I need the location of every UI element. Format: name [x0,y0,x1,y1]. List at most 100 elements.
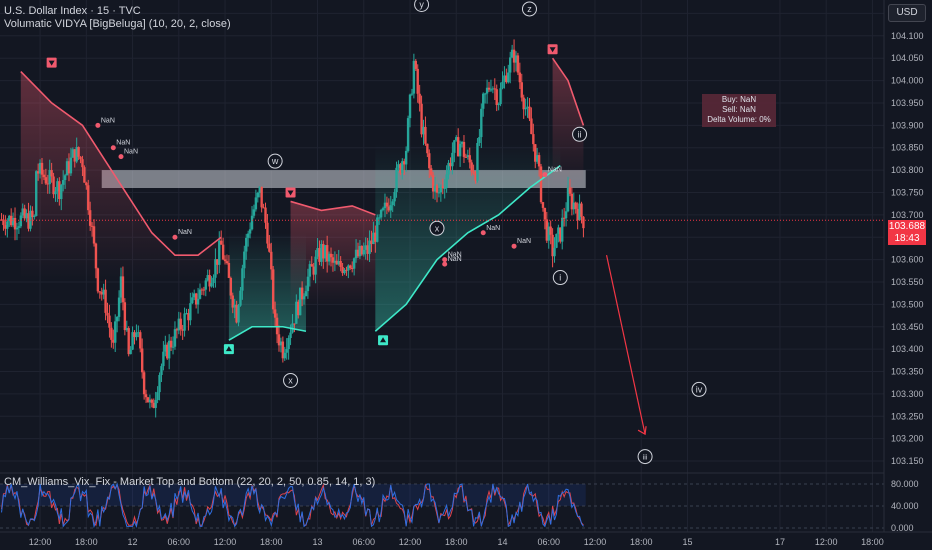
candle-body [376,217,379,242]
vidya-fill [20,71,222,281]
candle-body [478,137,481,144]
candle-body [239,290,242,306]
candle-body [543,207,547,220]
candle-body [297,301,300,316]
x-tick-label: 12:00 [815,537,838,547]
candle-body [268,243,271,252]
candle-body [524,107,527,110]
last-price-tag: 103.688 18:43 [888,220,926,245]
candle-body [412,60,416,94]
x-tick-label: 15 [682,537,692,547]
triangle-icon [48,60,55,66]
candle-body [223,259,227,262]
candle-body [341,267,344,274]
wave-label-circle [267,153,283,169]
candle-body [256,192,260,198]
y-tick-label: 103.750 [891,187,924,197]
candle-body [92,226,96,244]
candle-body [166,344,169,359]
candle-body [574,202,577,209]
candle-body [397,164,400,168]
candle-body [210,283,213,287]
candle-body [216,259,219,265]
candle-body [193,293,196,298]
candle-body [283,352,286,359]
candle-body [27,213,30,229]
y-tick-label: 104.050 [891,53,924,63]
candle-body [385,202,389,207]
candle-body [279,341,283,346]
candle-body [352,258,356,269]
candle-body [260,186,263,208]
candle-body [455,137,458,141]
candle-body [325,245,329,262]
candle-body [60,184,63,200]
indicator-title[interactable]: Volumatic VIDYA [BigBeluga] (10, 20, 2, … [4,18,231,30]
candle-body [48,170,51,185]
candle-body [304,291,308,297]
candle-body [545,219,549,241]
candle-body [250,215,254,230]
candle-body [426,143,429,154]
tooltip-sell: Sell: NaN [722,105,756,114]
candle-body [6,221,9,229]
y-tick-label: 103.950 [891,98,924,108]
candle-body [445,174,448,189]
chart-legend: U.S. Dollar Index · 15 · TVC Volumatic V… [4,5,231,31]
candle-body [106,312,109,316]
candle-body [2,219,5,226]
candle-body [229,277,233,296]
candle-body [67,161,71,174]
candle-body [144,394,148,398]
candle-body [119,276,123,298]
candle-body [364,245,367,250]
projection-arrow [605,255,646,435]
candle-body [559,227,562,242]
candle-body [526,106,529,108]
candle-body [391,201,394,206]
candle-body [420,103,423,135]
symbol-title[interactable]: U.S. Dollar Index · 15 · TVC [4,5,141,17]
candle-body [354,249,358,259]
oscillator-title[interactable]: CM_Williams_Vix_Fix - Market Top and Bot… [4,476,376,488]
candle-body [17,226,21,228]
candle-body [343,269,346,274]
candle-body [214,259,217,278]
candle-body [566,187,570,212]
time-axis-bg [0,532,932,550]
candle-body [507,72,510,83]
wave-label-circle [691,381,707,397]
candle-body [252,209,256,216]
y-tick-label: 103.850 [891,143,924,153]
x-tick-label: 12:00 [29,537,52,547]
candle-body [320,244,323,262]
candle-body [379,209,383,218]
nan-dot [442,257,448,263]
x-tick-label: 06:00 [353,537,376,547]
candle-body [362,249,365,255]
nan-dot [542,172,548,178]
candle-body [196,298,200,305]
candle-body [169,340,173,348]
candle-body [314,256,317,275]
candle-body [46,183,49,185]
y-tick-label: 103.250 [891,411,924,421]
candle-body [510,49,514,58]
candle-body [483,93,487,95]
candle-body [539,166,543,203]
currency-button[interactable]: USD [888,4,926,22]
nan-label: NaN [517,238,531,245]
candle-body [466,155,470,157]
candle-body [308,264,312,277]
candle-body [40,162,44,175]
candle-body [281,341,285,359]
candle-body [237,305,240,323]
candle-body [191,297,194,304]
candle-body [246,233,250,238]
candle-body [582,216,585,229]
price-axis-bg [884,0,932,550]
candle-body [474,173,477,181]
vidya-line [228,325,307,341]
wave-label-circle [283,372,299,388]
